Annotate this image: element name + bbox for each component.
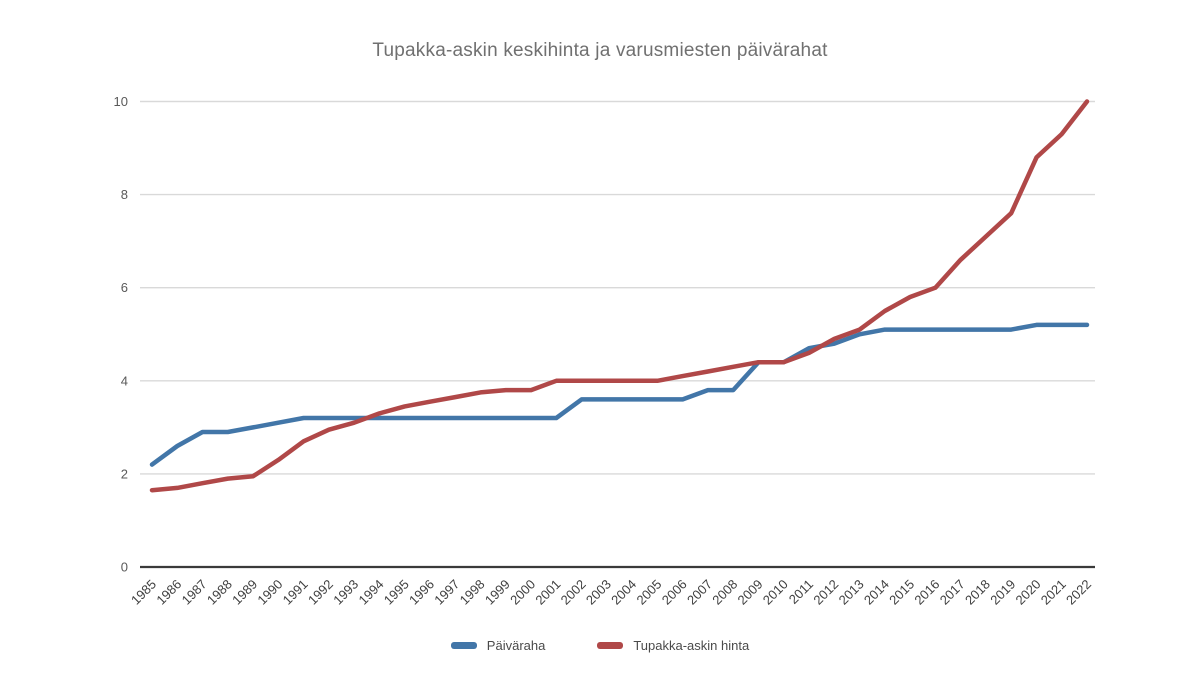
x-tick-label: 1985 xyxy=(128,577,159,608)
x-tick-label: 2021 xyxy=(1038,577,1069,608)
x-tick-label: 2011 xyxy=(786,577,816,607)
y-tick-label: 2 xyxy=(121,466,128,481)
x-tick-label: 2005 xyxy=(633,577,664,608)
y-axis-labels: 0 2 4 6 8 10 xyxy=(114,94,128,575)
y-tick-label: 10 xyxy=(114,94,128,109)
x-tick-label: 2008 xyxy=(709,577,740,608)
x-tick-label: 2009 xyxy=(735,577,766,608)
x-tick-label: 2012 xyxy=(810,577,841,608)
legend-label-tupakka-askin-hinta: Tupakka-askin hinta xyxy=(633,638,750,653)
y-tick-label: 8 xyxy=(121,187,128,202)
chart-title: Tupakka-askin keskihinta ja varusmiesten… xyxy=(372,40,828,61)
x-tick-label: 2017 xyxy=(937,577,968,608)
gridlines xyxy=(140,100,1095,569)
x-tick-label: 2014 xyxy=(861,577,892,608)
x-tick-label: 2018 xyxy=(962,577,993,608)
x-tick-label: 1986 xyxy=(153,577,184,608)
legend-item-tupakka-askin-hinta: Tupakka-askin hinta xyxy=(597,638,749,653)
x-tick-label: 1996 xyxy=(406,577,437,608)
legend-label-paivaraha: Päiväraha xyxy=(486,638,546,653)
x-tick-label: 1994 xyxy=(355,577,386,608)
tupakka-askin-hinta-line xyxy=(149,99,1090,493)
p-iv-raha-line xyxy=(149,322,1090,467)
x-tick-label: 2002 xyxy=(558,577,589,608)
x-tick-label: 2020 xyxy=(1013,577,1044,608)
x-tick-label: 2003 xyxy=(583,577,614,608)
x-tick-label: 2015 xyxy=(886,577,917,608)
x-tick-label: 1987 xyxy=(179,577,210,608)
x-tick-label: 1997 xyxy=(431,577,462,608)
x-tick-label: 2007 xyxy=(684,577,715,608)
y-tick-label: 0 xyxy=(121,560,128,575)
x-tick-label: 2010 xyxy=(760,577,791,608)
x-tick-label: 2006 xyxy=(659,577,690,608)
legend-swatch-tupakka-askin-hinta xyxy=(597,642,624,649)
x-tick-label: 2004 xyxy=(608,577,639,608)
x-tick-label: 2013 xyxy=(836,577,867,608)
y-tick-label: 4 xyxy=(121,373,128,388)
x-tick-label: 1991 xyxy=(280,577,311,608)
x-tick-label: 1998 xyxy=(457,577,488,608)
x-tick-label: 1993 xyxy=(330,577,361,608)
legend-swatch-paivaraha xyxy=(450,642,477,649)
x-tick-label: 1992 xyxy=(305,577,336,608)
x-axis-labels: 1985198619871988198919901991199219931994… xyxy=(128,577,1094,608)
x-tick-label: 1988 xyxy=(204,577,235,608)
x-tick-label: 2022 xyxy=(1063,577,1094,608)
y-tick-label: 6 xyxy=(121,280,128,295)
x-tick-label: 1995 xyxy=(381,577,412,608)
x-tick-label: 1989 xyxy=(229,577,260,608)
x-tick-label: 1999 xyxy=(482,577,513,608)
x-tick-label: 2000 xyxy=(507,577,538,608)
x-tick-label: 2016 xyxy=(911,577,942,608)
x-tick-label: 2001 xyxy=(532,577,563,608)
x-tick-label: 1990 xyxy=(254,577,285,608)
chart-legend: Päiväraha Tupakka-askin hinta xyxy=(0,638,1200,653)
x-tick-label: 2019 xyxy=(987,577,1018,608)
legend-item-paivaraha: Päiväraha xyxy=(450,638,546,653)
